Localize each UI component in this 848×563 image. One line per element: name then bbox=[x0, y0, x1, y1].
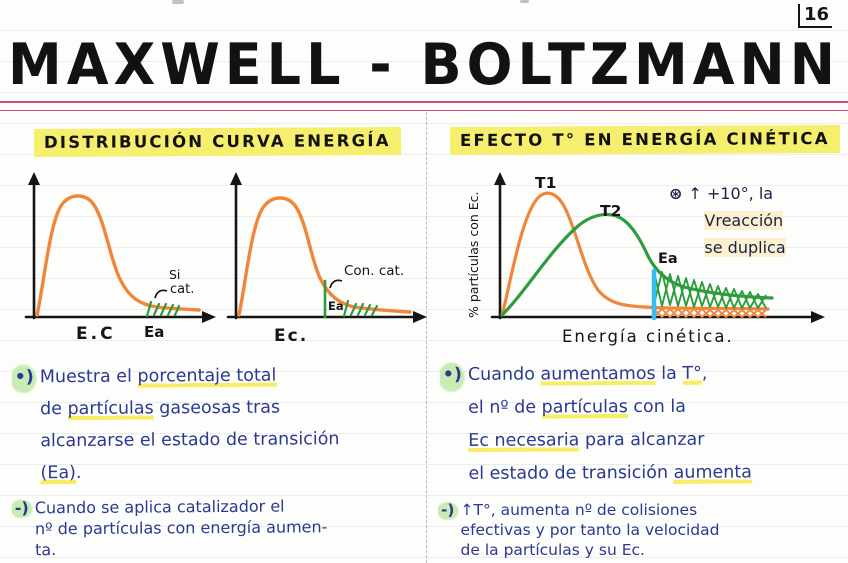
bullet-text: Muestra el porcentaje total de partículas… bbox=[39, 365, 340, 485]
ea-label: Ea bbox=[658, 251, 678, 267]
x-axis-label: E.C bbox=[76, 324, 116, 344]
bullet-marker: •) bbox=[439, 358, 469, 393]
y-axis-arrow bbox=[494, 172, 506, 185]
y-axis-arrow bbox=[230, 172, 242, 185]
right-bullet-temperature: •) Cuando aumentamos la T°, el nº de part… bbox=[439, 357, 847, 491]
t2-label: T2 bbox=[600, 202, 621, 220]
page-number: 16 bbox=[797, 4, 832, 28]
right-bullet-collisions: -) ↑T°, aumenta nº de colisiones efectiva… bbox=[438, 500, 846, 560]
bullet-marker: -) bbox=[11, 497, 35, 519]
t1-label: T1 bbox=[535, 174, 556, 192]
column-divider bbox=[426, 112, 427, 563]
axes bbox=[226, 180, 418, 320]
boltzmann-curve bbox=[35, 194, 201, 317]
t1-curve bbox=[500, 191, 770, 317]
scan-smudge bbox=[172, 0, 184, 4]
x-axis-label: Energía cinética. bbox=[562, 327, 734, 346]
left-bullet-percentage: •) Muestra el porcentaje total de partícu… bbox=[11, 359, 431, 490]
scan-smudge bbox=[520, 0, 529, 3]
bullet-text: Cuando se aplica catalizador el nº de par… bbox=[34, 496, 328, 560]
energy-distribution-graph-catalyst: Con. cat. Ec. Ea bbox=[226, 172, 427, 346]
annotation-arrow bbox=[154, 289, 168, 299]
temperature-effect-graph: Ea T1 T2 % partículas con Ec. Energía ci… bbox=[466, 172, 825, 346]
energy-distribution-graph-no-catalyst: Si cat. E.C Ea bbox=[24, 172, 216, 344]
annotation-cat: cat. bbox=[170, 282, 194, 297]
annotation-con-cat: Con. cat. bbox=[344, 263, 404, 279]
bullet-marker: •) bbox=[11, 361, 40, 394]
t1-area-crosshatch bbox=[653, 308, 767, 318]
x-axis-arrow bbox=[811, 311, 825, 323]
x-axis-arrow bbox=[202, 311, 216, 323]
right-column-header: EFECTO T° EN ENERGÍA CINÉTICA bbox=[449, 124, 840, 156]
annotation-si: Si bbox=[169, 267, 180, 282]
ea-area-hatch bbox=[342, 299, 379, 318]
left-column-header: DISTRIBUCIÓN CURVA ENERGÍA bbox=[33, 127, 401, 157]
reaction-rate-note: ⊛ ↑ +10°, la Vreacción se duplica bbox=[666, 180, 846, 261]
ea-label: Ea bbox=[328, 299, 344, 313]
bullet-marker: -) bbox=[438, 500, 461, 520]
x-axis-arrow bbox=[413, 311, 427, 323]
page-title: MAXWELL - BOLTZMANN bbox=[8, 31, 840, 98]
bullet-text: ↑T°, aumenta nº de colisiones efectivas y… bbox=[460, 501, 720, 559]
note-marker: ⊛ bbox=[669, 184, 683, 203]
y-axis-arrow bbox=[28, 172, 40, 185]
note-text: ↑ +10°, la Vreacción se duplica bbox=[688, 184, 786, 257]
t2-area-crosshatch bbox=[653, 271, 767, 309]
red-margin-line bbox=[0, 101, 848, 111]
left-bullet-catalyst: -) Cuando se aplica catalizador el nº de … bbox=[11, 495, 430, 561]
x-axis-label: Ec. bbox=[274, 326, 308, 346]
axes bbox=[24, 180, 206, 320]
ea-label: Ea bbox=[144, 323, 164, 341]
bullet-text: Cuando aumentamos la T°, el nº de partícu… bbox=[467, 363, 753, 484]
y-axis-label: % partículas con Ec. bbox=[466, 191, 481, 318]
annotation-arrow bbox=[329, 279, 343, 289]
ea-area-hatch bbox=[145, 300, 181, 318]
